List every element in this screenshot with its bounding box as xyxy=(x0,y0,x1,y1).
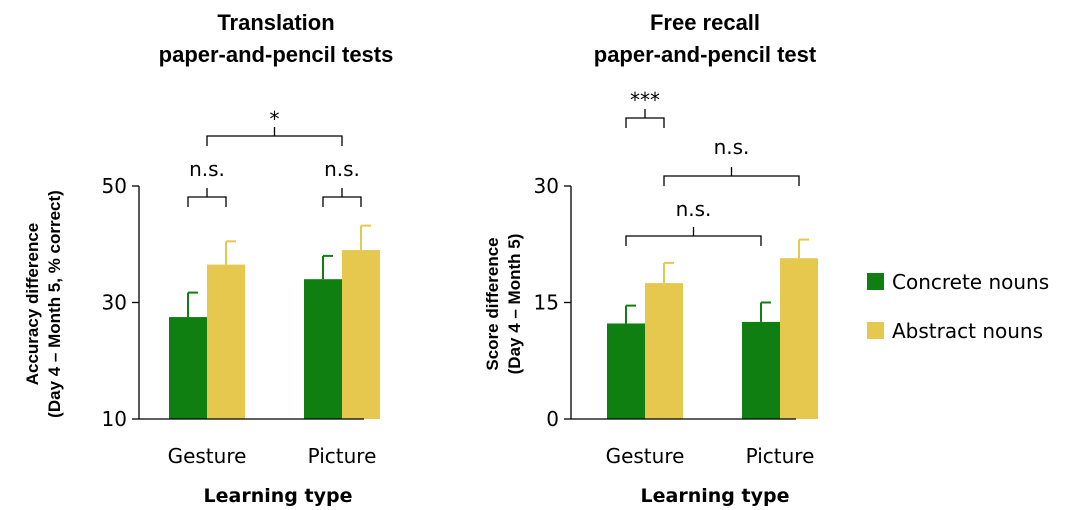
left-y-tick-label: 50 xyxy=(102,174,127,198)
left-plot-area: 10 30 50 Gesture Picture n.s. n.s. * xyxy=(102,107,380,468)
right-significance-bracket xyxy=(625,109,665,128)
right-chart-title-line2: paper-and-pencil test xyxy=(594,42,817,67)
left-significance-bracket xyxy=(322,188,362,207)
left-bar xyxy=(342,250,380,419)
right-significance-label: n.s. xyxy=(676,197,712,221)
legend-label-abstract: Abstract nouns xyxy=(892,319,1043,343)
right-x-axis-label: Learning type xyxy=(641,485,790,507)
left-bar xyxy=(169,317,207,419)
right-y-tick-label: 15 xyxy=(534,291,559,315)
right-bar xyxy=(780,258,818,419)
left-chart-title-line2: paper-and-pencil tests xyxy=(159,42,394,67)
right-significance-bracket xyxy=(625,227,762,246)
right-significance-label: *** xyxy=(630,88,660,112)
left-significance-bracket xyxy=(187,188,227,207)
right-y-axis-label-line2: (Day 4 – Month 5) xyxy=(505,234,524,375)
legend-swatch-abstract xyxy=(867,322,884,339)
legend: Concrete nouns Abstract nouns xyxy=(867,270,1049,343)
left-bar xyxy=(207,264,245,419)
left-significance-bracket xyxy=(206,127,343,146)
right-chart-title-line1: Free recall xyxy=(650,10,760,35)
legend-swatch-concrete xyxy=(867,273,884,290)
left-significance-label: n.s. xyxy=(189,157,225,181)
left-panel: Translation paper-and-pencil tests Accur… xyxy=(23,10,393,507)
left-y-tick-label: 10 xyxy=(102,407,127,431)
right-y-axis-label-line1: Score difference xyxy=(483,237,502,370)
right-bar xyxy=(742,321,780,419)
left-chart-title-line1: Translation xyxy=(217,10,334,35)
right-plot-area: 0 15 30 Gesture Picture n.s. n.s. *** xyxy=(534,88,818,468)
right-x-category-label: Picture xyxy=(746,444,815,468)
right-y-tick-label: 30 xyxy=(534,174,559,198)
left-bar xyxy=(304,279,342,419)
left-y-tick-label: 30 xyxy=(102,291,127,315)
legend-label-concrete: Concrete nouns xyxy=(892,270,1049,294)
left-x-axis-label: Learning type xyxy=(204,485,353,507)
left-y-axis-label-line1: Accuracy difference xyxy=(23,223,42,386)
left-significance-label: * xyxy=(270,107,280,131)
right-y-tick-label: 0 xyxy=(546,407,559,431)
right-bar xyxy=(607,323,645,419)
left-x-category-label: Picture xyxy=(308,444,377,468)
right-significance-label: n.s. xyxy=(714,135,750,159)
left-x-category-label: Gesture xyxy=(168,444,247,468)
right-x-category-label: Gesture xyxy=(606,444,685,468)
left-y-axis-label-line2: (Day 4 – Month 5, % correct) xyxy=(45,190,64,418)
right-panel: Free recall paper-and-pencil test Score … xyxy=(483,10,818,507)
right-bar xyxy=(645,283,683,419)
right-significance-bracket xyxy=(663,167,800,186)
left-significance-label: n.s. xyxy=(324,157,360,181)
